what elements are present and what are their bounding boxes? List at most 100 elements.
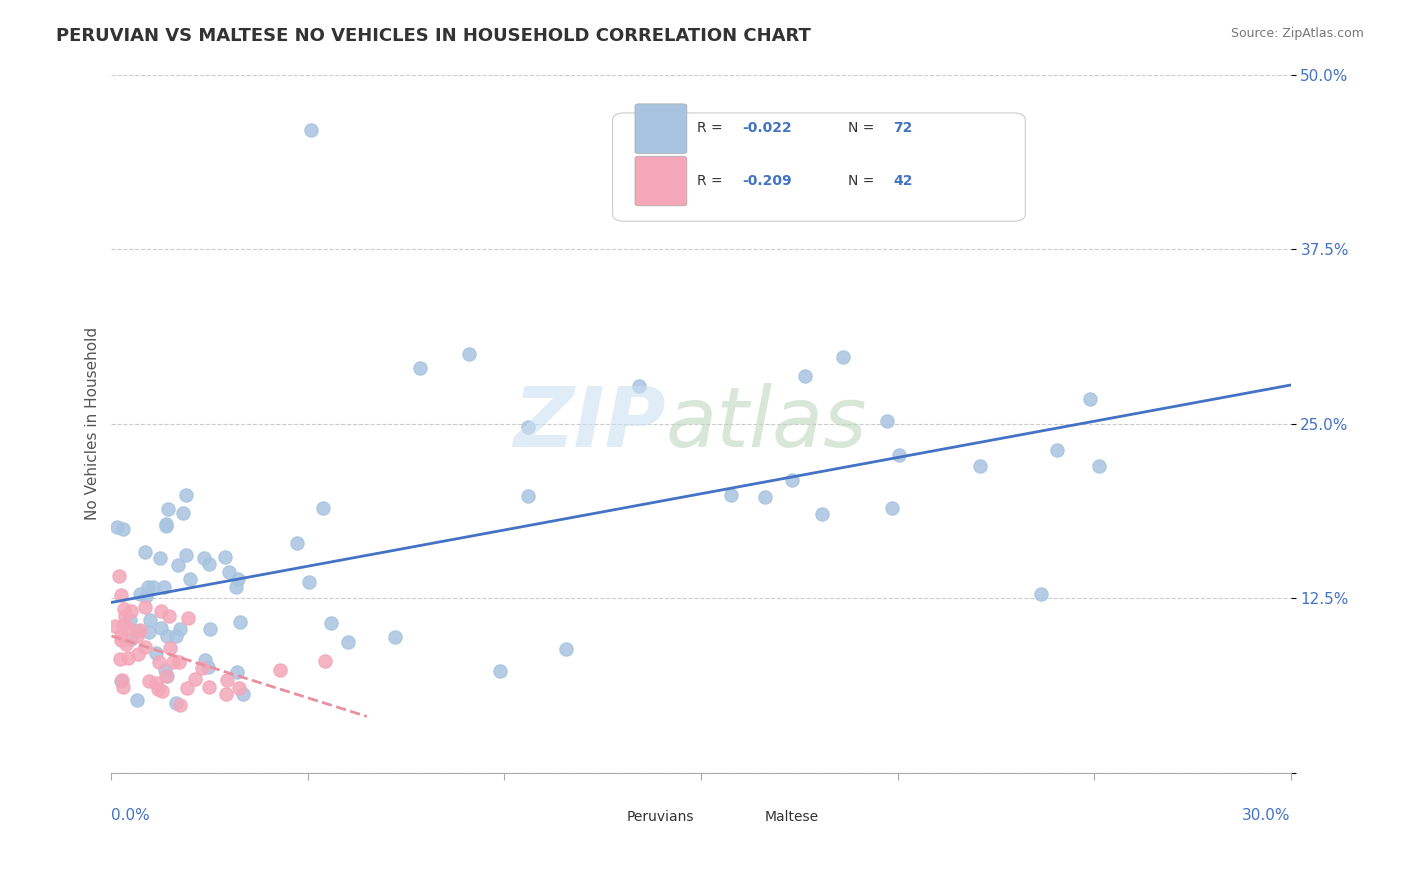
Text: R =: R = <box>697 121 727 136</box>
Point <box>169 698 191 712</box>
Point <box>127 647 149 661</box>
FancyBboxPatch shape <box>636 156 688 206</box>
Point <box>149 551 172 566</box>
Text: Maltese: Maltese <box>765 810 818 824</box>
Point <box>153 581 176 595</box>
Point <box>155 517 177 532</box>
Point <box>1088 458 1111 473</box>
Point <box>134 544 156 558</box>
Point <box>226 665 249 679</box>
Point <box>555 642 578 657</box>
Point <box>409 360 432 375</box>
Point <box>214 550 236 565</box>
Point <box>882 501 904 516</box>
FancyBboxPatch shape <box>591 796 624 825</box>
Point <box>177 611 200 625</box>
Point <box>384 630 406 644</box>
Point <box>628 379 651 393</box>
Point <box>104 619 127 633</box>
Point <box>114 637 136 651</box>
FancyBboxPatch shape <box>613 113 1025 221</box>
Point <box>229 615 252 629</box>
Point <box>215 673 238 687</box>
Point <box>112 617 135 632</box>
Point <box>321 615 343 630</box>
Point <box>165 629 187 643</box>
Point <box>794 369 817 384</box>
Point <box>312 500 335 515</box>
Text: N =: N = <box>848 121 879 136</box>
Point <box>157 502 180 516</box>
Point <box>876 414 898 428</box>
Point <box>157 609 180 624</box>
Point <box>193 551 215 566</box>
Text: 0.0%: 0.0% <box>111 808 150 823</box>
Point <box>194 653 217 667</box>
Text: N =: N = <box>848 174 879 187</box>
Point <box>167 655 190 669</box>
Text: R =: R = <box>697 174 727 187</box>
Point <box>155 518 177 533</box>
Point <box>150 621 173 635</box>
Point <box>887 449 910 463</box>
Point <box>184 673 207 687</box>
Point <box>218 565 240 579</box>
Point <box>969 458 991 473</box>
Text: 42: 42 <box>893 174 912 187</box>
Point <box>159 640 181 655</box>
Point <box>517 420 540 434</box>
Text: Source: ZipAtlas.com: Source: ZipAtlas.com <box>1230 27 1364 40</box>
Point <box>110 628 132 642</box>
Point <box>145 646 167 660</box>
FancyBboxPatch shape <box>728 796 762 825</box>
Text: Peruvians: Peruvians <box>627 810 695 824</box>
Point <box>1078 392 1101 406</box>
Point <box>215 687 238 701</box>
Point <box>108 652 131 666</box>
Point <box>780 473 803 487</box>
Point <box>145 676 167 690</box>
Point <box>125 624 148 639</box>
Point <box>1031 587 1053 601</box>
Point <box>156 669 179 683</box>
Point <box>120 613 142 627</box>
Point <box>129 623 152 637</box>
FancyBboxPatch shape <box>636 103 688 153</box>
Point <box>150 604 173 618</box>
Point <box>198 557 221 571</box>
Point <box>488 664 510 678</box>
Point <box>176 681 198 695</box>
Text: -0.022: -0.022 <box>742 121 792 136</box>
Point <box>232 687 254 701</box>
Point <box>155 668 177 682</box>
Text: PERUVIAN VS MALTESE NO VEHICLES IN HOUSEHOLD CORRELATION CHART: PERUVIAN VS MALTESE NO VEHICLES IN HOUSE… <box>56 27 811 45</box>
Point <box>128 587 150 601</box>
Point <box>190 660 212 674</box>
Point <box>125 693 148 707</box>
Text: ZIP: ZIP <box>513 384 665 465</box>
Point <box>457 347 479 361</box>
Point <box>146 681 169 696</box>
Point <box>112 601 135 615</box>
Point <box>114 608 136 623</box>
Point <box>136 580 159 594</box>
Point <box>298 574 321 589</box>
Point <box>134 600 156 615</box>
Point <box>121 604 143 618</box>
Point <box>110 589 132 603</box>
Text: 72: 72 <box>893 121 912 136</box>
Point <box>117 650 139 665</box>
Point <box>287 536 309 550</box>
Point <box>299 123 322 137</box>
Text: 30.0%: 30.0% <box>1241 808 1291 823</box>
Point <box>167 558 190 572</box>
Point <box>174 549 197 563</box>
Point <box>112 680 135 694</box>
Point <box>225 580 247 594</box>
Point <box>832 350 855 364</box>
Point <box>200 622 222 636</box>
Point <box>135 589 157 603</box>
Point <box>134 640 156 655</box>
Point <box>198 681 221 695</box>
Point <box>155 663 177 677</box>
